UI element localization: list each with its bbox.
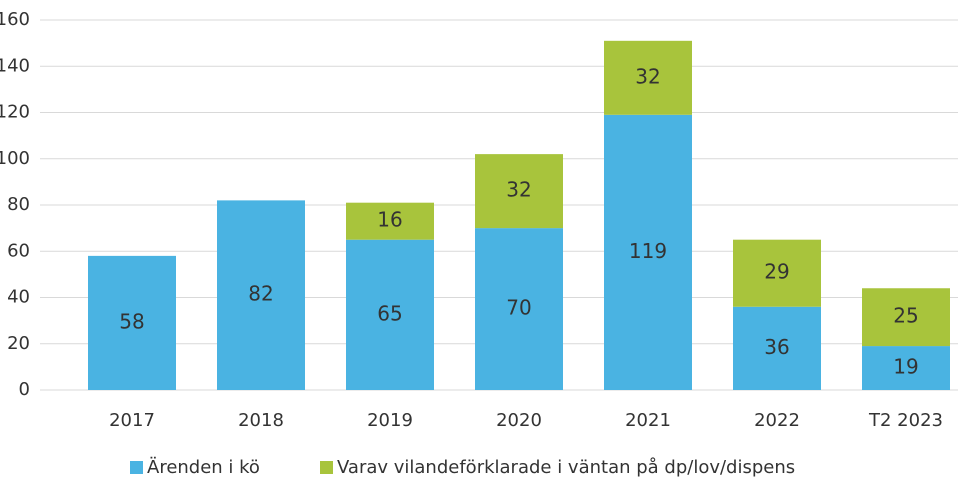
bar-segment [862,288,950,347]
data-label: 119 [629,239,667,263]
y-tick-label: 0 [19,379,30,400]
y-tick-label: 20 [7,333,30,354]
bar-segment [733,239,821,307]
data-label: 29 [764,260,789,284]
data-label: 32 [635,64,660,88]
y-tick-label: 140 [0,55,30,76]
bar-segment [604,114,692,390]
legend-label: Ärenden i kö [147,457,260,478]
legend-label: Varav vilandeförklarade i väntan på dp/l… [337,457,795,478]
data-label: 32 [506,178,531,202]
y-tick-label: 160 [0,9,30,30]
x-tick-label: 2019 [367,410,413,431]
legend-swatch [130,461,143,474]
bar-segment [88,255,176,390]
y-tick-label: 80 [7,194,30,215]
y-tick-label: 60 [7,240,30,261]
x-tick-label: 2021 [625,410,671,431]
y-tick-label: 120 [0,102,30,123]
data-label: 70 [506,296,531,320]
bar-segment [217,200,305,390]
bar-segment [604,40,692,115]
data-label: 58 [119,309,144,333]
data-label: 16 [377,208,402,232]
legend-swatch [320,461,333,474]
data-label: 36 [764,335,789,359]
x-tick-label: 2018 [238,410,284,431]
x-tick-label: 2022 [754,410,800,431]
bar-segment [346,202,434,240]
bar-segment [733,306,821,390]
x-tick-label: 2020 [496,410,542,431]
data-label: 19 [893,355,918,379]
data-label: 82 [248,282,273,306]
y-tick-label: 100 [0,148,30,169]
x-tick-label: 2017 [109,410,155,431]
data-label: 25 [893,304,918,328]
bar-segment [475,228,563,390]
data-label: 65 [377,301,402,325]
bar-segment [346,239,434,390]
bar-segment [475,154,563,229]
y-tick-label: 40 [7,287,30,308]
x-tick-label: T2 2023 [868,410,943,431]
bar-segment [862,346,950,390]
